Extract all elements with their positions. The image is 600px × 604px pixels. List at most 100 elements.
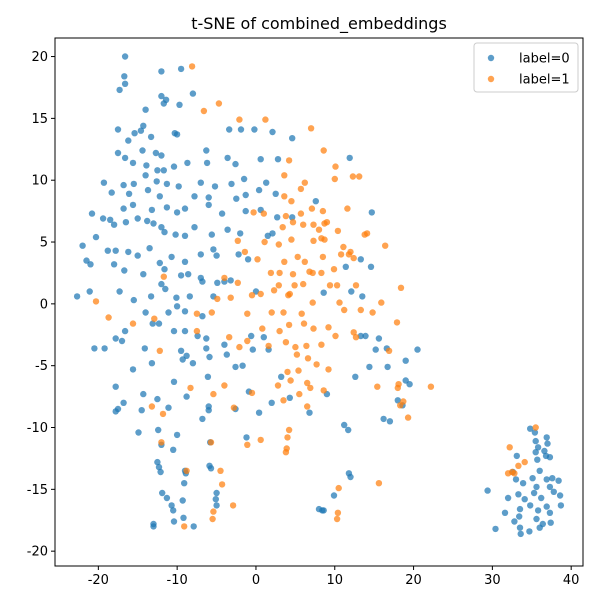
data-point bbox=[162, 285, 169, 293]
data-point bbox=[210, 508, 217, 515]
data-point bbox=[280, 309, 287, 316]
data-point bbox=[110, 221, 118, 228]
data-point bbox=[349, 173, 357, 180]
data-point bbox=[141, 345, 148, 352]
data-point bbox=[153, 178, 160, 185]
data-point bbox=[318, 269, 325, 277]
data-point bbox=[549, 475, 556, 482]
data-point bbox=[384, 363, 391, 371]
data-point bbox=[130, 180, 137, 188]
data-point bbox=[237, 230, 244, 237]
data-point bbox=[323, 219, 331, 226]
data-point bbox=[241, 248, 249, 256]
data-point bbox=[315, 226, 323, 233]
data-point bbox=[400, 398, 407, 405]
data-point bbox=[261, 238, 268, 246]
data-point bbox=[341, 306, 348, 314]
data-point bbox=[304, 403, 311, 410]
data-point bbox=[546, 483, 554, 491]
data-point bbox=[232, 363, 239, 371]
data-point bbox=[345, 426, 352, 434]
data-point bbox=[173, 303, 181, 310]
data-point bbox=[511, 518, 518, 525]
data-point bbox=[368, 209, 375, 216]
data-point bbox=[284, 434, 291, 441]
data-point bbox=[257, 156, 264, 163]
data-point bbox=[116, 86, 123, 94]
data-point bbox=[345, 251, 353, 258]
data-point bbox=[125, 248, 132, 256]
y-tick-label: -10 bbox=[27, 421, 48, 436]
data-point bbox=[221, 274, 228, 282]
data-point bbox=[312, 198, 319, 205]
data-point bbox=[120, 181, 127, 189]
data-point bbox=[121, 53, 129, 60]
data-point bbox=[254, 256, 261, 263]
data-point bbox=[104, 247, 112, 254]
data-point bbox=[158, 224, 165, 231]
data-point bbox=[532, 437, 539, 445]
data-point bbox=[284, 368, 291, 376]
data-point bbox=[506, 444, 513, 451]
data-point bbox=[280, 397, 287, 404]
data-point bbox=[208, 309, 215, 316]
data-point bbox=[147, 133, 155, 141]
data-point bbox=[207, 465, 215, 472]
data-point bbox=[92, 233, 100, 241]
data-point bbox=[144, 186, 152, 194]
data-point bbox=[289, 214, 296, 221]
data-point bbox=[274, 214, 281, 221]
data-point bbox=[515, 462, 522, 469]
data-point bbox=[229, 502, 237, 509]
data-point bbox=[286, 290, 293, 298]
data-point bbox=[152, 149, 160, 157]
data-point bbox=[268, 399, 275, 406]
data-point bbox=[213, 502, 220, 509]
data-point bbox=[307, 384, 314, 392]
data-point bbox=[207, 439, 215, 446]
data-point bbox=[274, 382, 282, 389]
data-point bbox=[209, 515, 216, 523]
x-tick-label: -20 bbox=[88, 573, 109, 588]
data-point bbox=[543, 434, 550, 441]
data-point bbox=[319, 207, 327, 215]
data-point bbox=[294, 253, 301, 261]
data-point bbox=[504, 494, 512, 502]
data-point bbox=[159, 410, 167, 418]
data-point bbox=[243, 434, 250, 441]
data-point bbox=[173, 431, 181, 439]
data-point bbox=[148, 360, 156, 367]
data-point bbox=[359, 293, 366, 300]
data-point bbox=[285, 426, 293, 434]
data-point bbox=[156, 193, 163, 200]
data-point bbox=[200, 107, 208, 115]
x-tick-label: 40 bbox=[563, 573, 580, 588]
data-point bbox=[244, 337, 251, 345]
data-point bbox=[281, 193, 288, 200]
data-point bbox=[140, 122, 147, 129]
data-point bbox=[538, 494, 545, 502]
data-point bbox=[116, 288, 123, 295]
data-point bbox=[508, 468, 516, 476]
data-point bbox=[224, 226, 231, 233]
data-point bbox=[512, 476, 520, 483]
data-point bbox=[272, 190, 279, 197]
data-point bbox=[357, 256, 364, 263]
data-point bbox=[125, 190, 133, 197]
data-point bbox=[298, 310, 305, 317]
data-point bbox=[414, 346, 421, 353]
data-point bbox=[282, 212, 290, 220]
data-point bbox=[165, 309, 172, 316]
data-point bbox=[301, 179, 308, 186]
data-point bbox=[170, 163, 178, 170]
data-point bbox=[107, 216, 114, 223]
data-point bbox=[155, 463, 163, 471]
data-point bbox=[158, 68, 165, 75]
data-point bbox=[215, 100, 223, 107]
data-point bbox=[532, 424, 539, 431]
data-point bbox=[88, 210, 96, 217]
plot-points bbox=[73, 53, 565, 538]
data-point bbox=[337, 251, 345, 258]
data-point bbox=[260, 210, 267, 217]
data-point bbox=[234, 237, 241, 244]
